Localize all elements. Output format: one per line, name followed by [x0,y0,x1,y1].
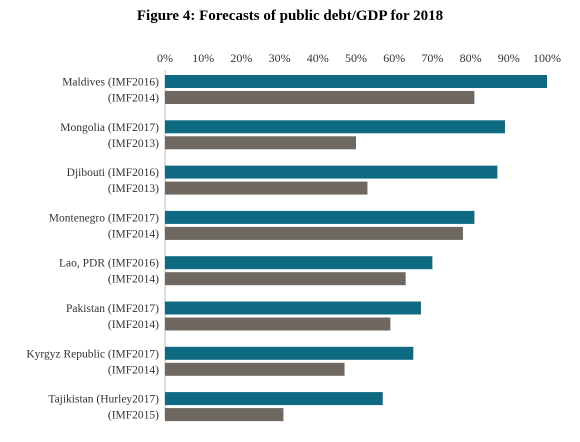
category-label: Pakistan (IMF2017) [66,303,159,315]
category-label: Lao, PDR (IMF2016) [59,258,159,270]
category-label: Montenegro (IMF2017) [49,212,159,224]
x-tick-label: 30% [269,51,291,65]
category-label: (IMF2014) [108,364,159,376]
bar [165,181,368,195]
category-label: Maldives (IMF2016) [62,77,159,89]
x-tick-label: 50% [345,51,367,65]
category-label: (IMF2014) [108,228,159,240]
x-tick-label: 80% [460,51,482,65]
bar [165,362,345,376]
category-label: (IMF2014) [108,319,159,331]
x-tick-label: 20% [230,51,252,65]
x-tick-label: 70% [421,51,443,65]
category-label: (IMF2013) [108,183,159,195]
x-tick-label: 40% [307,51,329,65]
category-label: Tajikistan (Hurley2017) [48,394,159,406]
chart-title: Figure 4: Forecasts of public debt/GDP f… [136,8,444,24]
x-tick-label: 90% [498,51,520,65]
bar [165,317,391,331]
bar [165,256,433,270]
category-label: (IMF2013) [108,138,159,150]
x-tick-label: 100% [533,51,561,65]
x-tick-label: 60% [383,51,405,65]
category-label: (IMF2015) [108,410,159,422]
bar [165,210,475,224]
category-label: Kyrgyz Republic (IMF2017) [26,348,159,360]
bar [165,226,463,240]
x-tick-label: 10% [192,51,214,65]
bar [165,165,498,179]
bar [165,75,547,88]
category-label: (IMF2014) [108,93,159,105]
category-label: (IMF2014) [108,274,159,286]
bar [165,346,414,360]
bar [165,392,383,406]
bar [165,91,475,104]
category-label: Djibouti (IMF2016) [67,167,159,179]
bar [165,272,406,286]
x-tick-label: 0% [157,51,173,65]
bar [165,120,505,134]
bar [165,301,421,315]
bar [165,408,284,422]
category-label: Mongolia (IMF2017) [60,122,159,134]
bar [165,136,356,150]
